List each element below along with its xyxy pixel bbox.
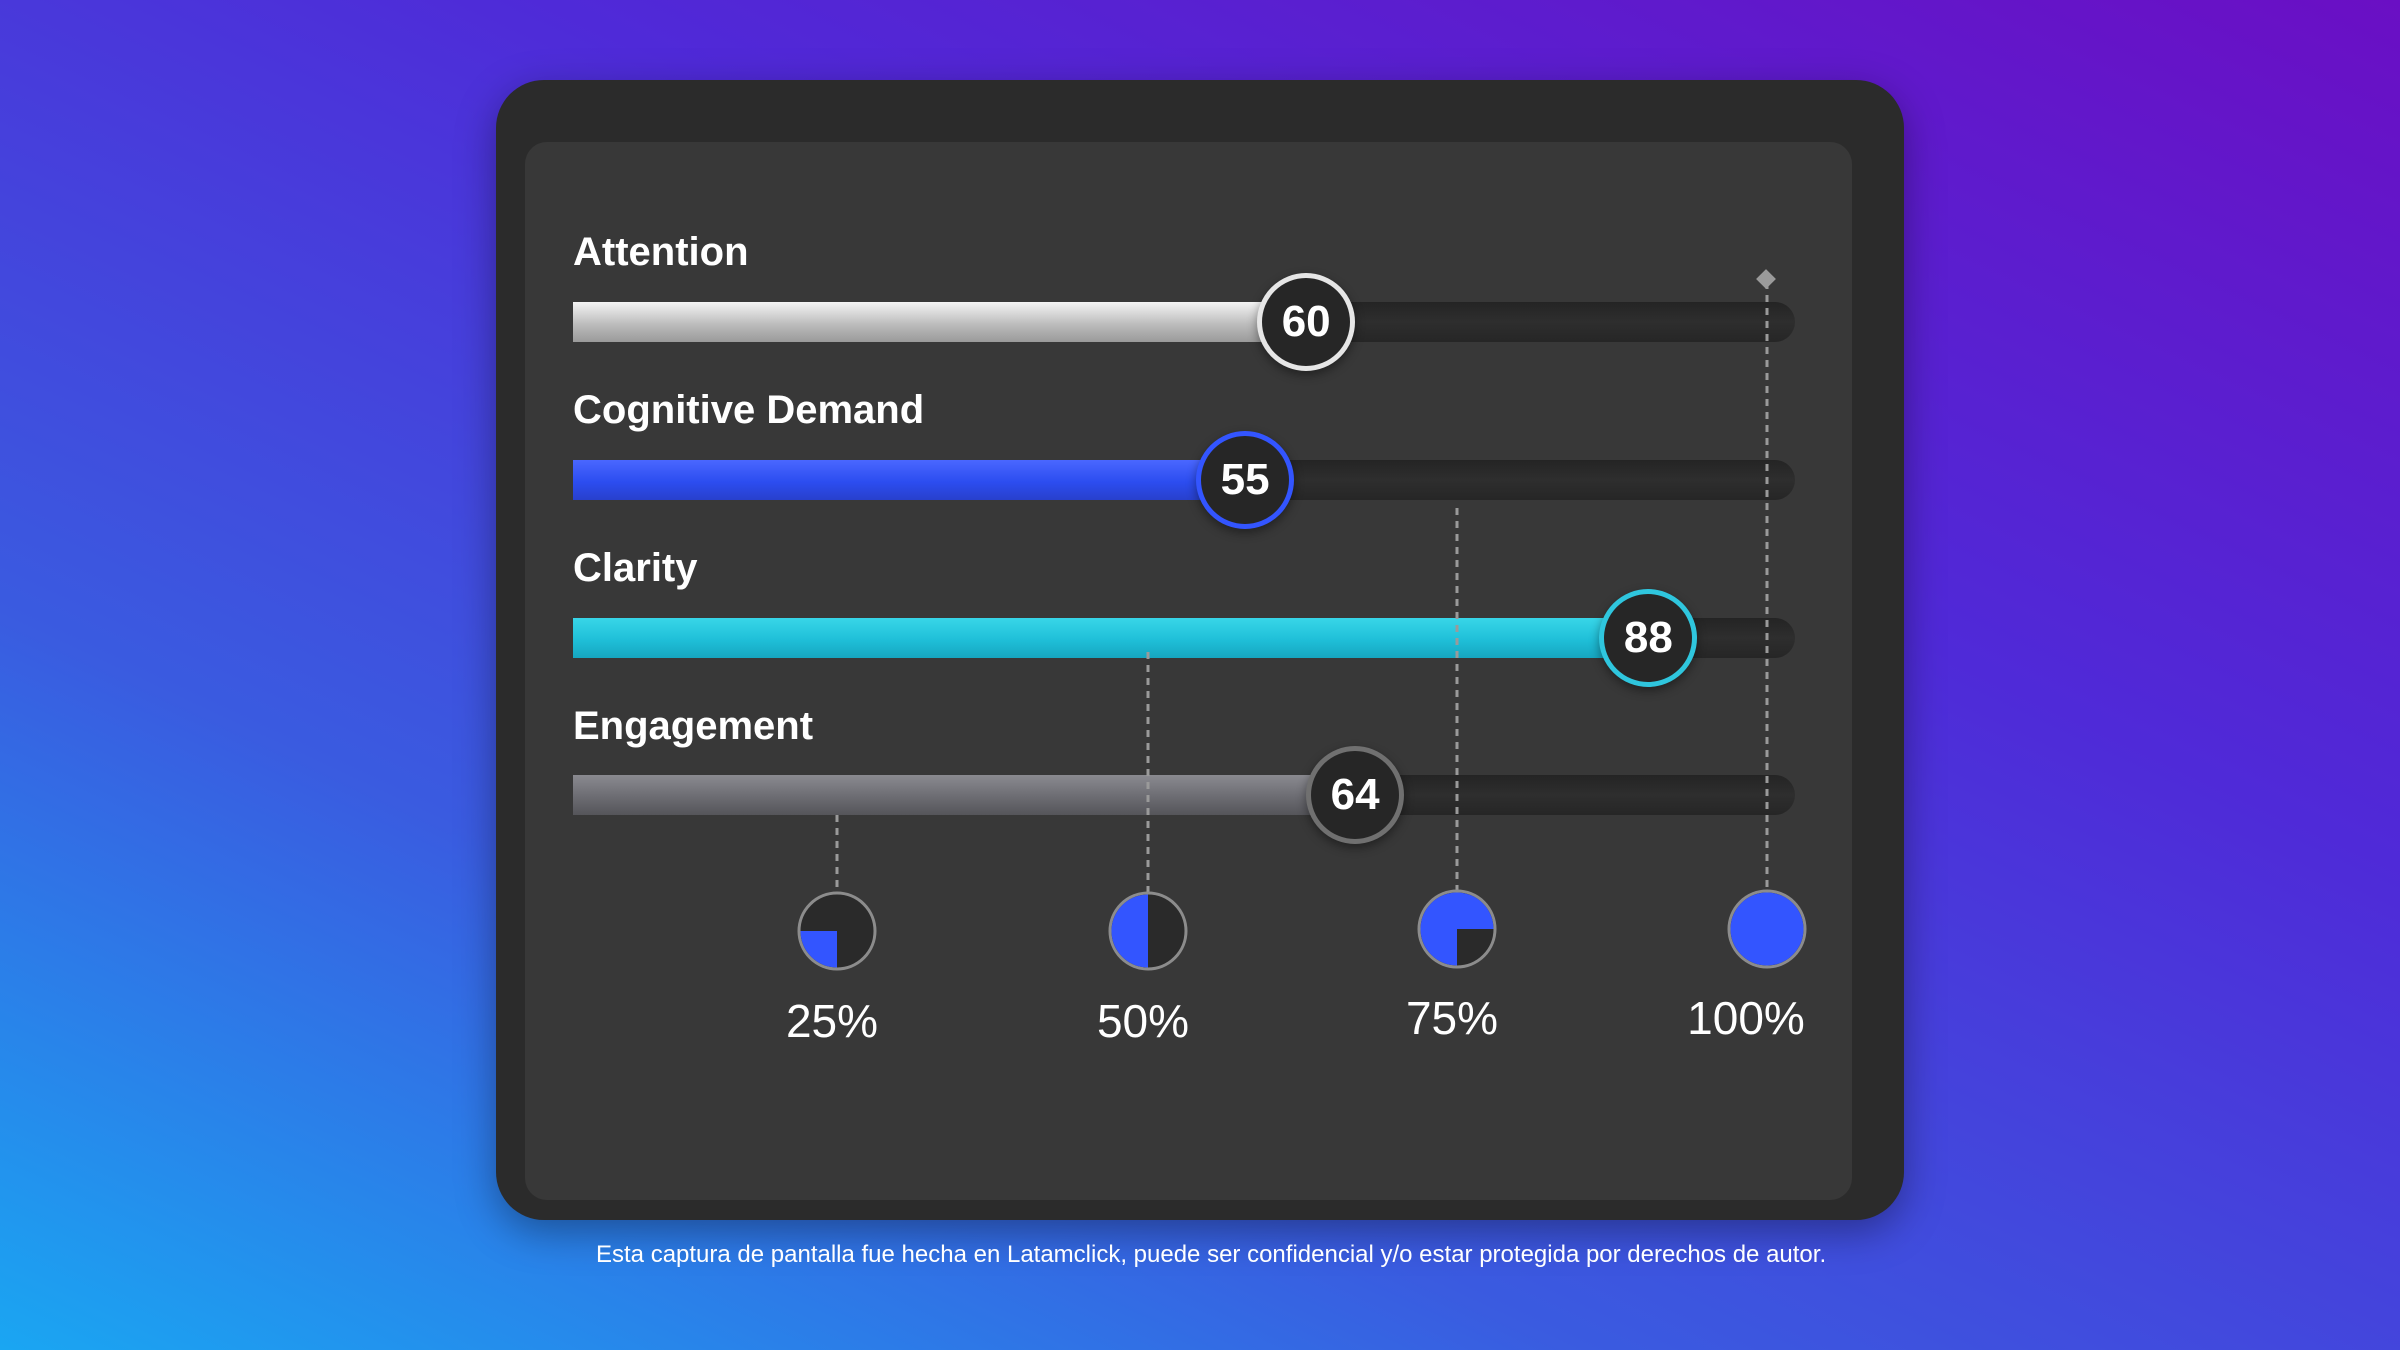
pie-fill-25 <box>800 931 837 968</box>
legend-label-50: 50% <box>1096 995 1190 1047</box>
pie-fill-50 <box>1111 894 1148 968</box>
legend-guides <box>797 269 1807 971</box>
legend-label-25: 25% <box>785 995 879 1047</box>
slider-value-attention: 60 <box>1281 297 1331 346</box>
slider-fill-cognitive-demand <box>573 460 1246 500</box>
legend-label-100: 100% <box>1687 992 1805 1044</box>
slider-value-engagement: 64 <box>1330 770 1380 819</box>
slider-knob-attention[interactable]: 60 <box>1257 273 1356 371</box>
metrics-card: Attention 60 Cognitive Demand 55 Clarity… <box>496 80 1904 1220</box>
slider-track-attention[interactable] <box>573 302 1795 342</box>
slider-fill-engagement <box>573 775 1356 815</box>
metric-label-engagement: Engagement <box>573 704 814 748</box>
guide-top-marker <box>1756 269 1776 289</box>
metric-label-attention: Attention <box>573 230 749 274</box>
pie-fill-100 <box>1730 892 1804 966</box>
slider-knob-cognitive-demand[interactable]: 55 <box>1196 431 1295 529</box>
footer-disclaimer: Esta captura de pantalla fue hecha en La… <box>596 1241 1827 1268</box>
metrics-panel: Attention 60 Cognitive Demand 55 Clarity… <box>525 142 1852 1200</box>
metric-label-clarity: Clarity <box>573 546 698 590</box>
slider-fill-attention <box>573 302 1307 342</box>
slider-value-clarity: 88 <box>1623 613 1673 662</box>
slider-value-cognitive-demand: 55 <box>1220 455 1270 504</box>
slider-track-cognitive-demand[interactable] <box>573 460 1795 500</box>
slider-knob-engagement[interactable]: 64 <box>1306 746 1405 844</box>
pie-fill-75 <box>1420 892 1494 966</box>
slider-track-clarity[interactable] <box>573 618 1795 658</box>
slider-knob-clarity[interactable]: 88 <box>1599 589 1698 687</box>
legend-label-75: 75% <box>1405 992 1499 1044</box>
metric-label-cognitive-demand: Cognitive Demand <box>573 388 925 432</box>
slider-fill-clarity <box>573 618 1649 658</box>
slider-track-engagement[interactable] <box>573 775 1795 815</box>
